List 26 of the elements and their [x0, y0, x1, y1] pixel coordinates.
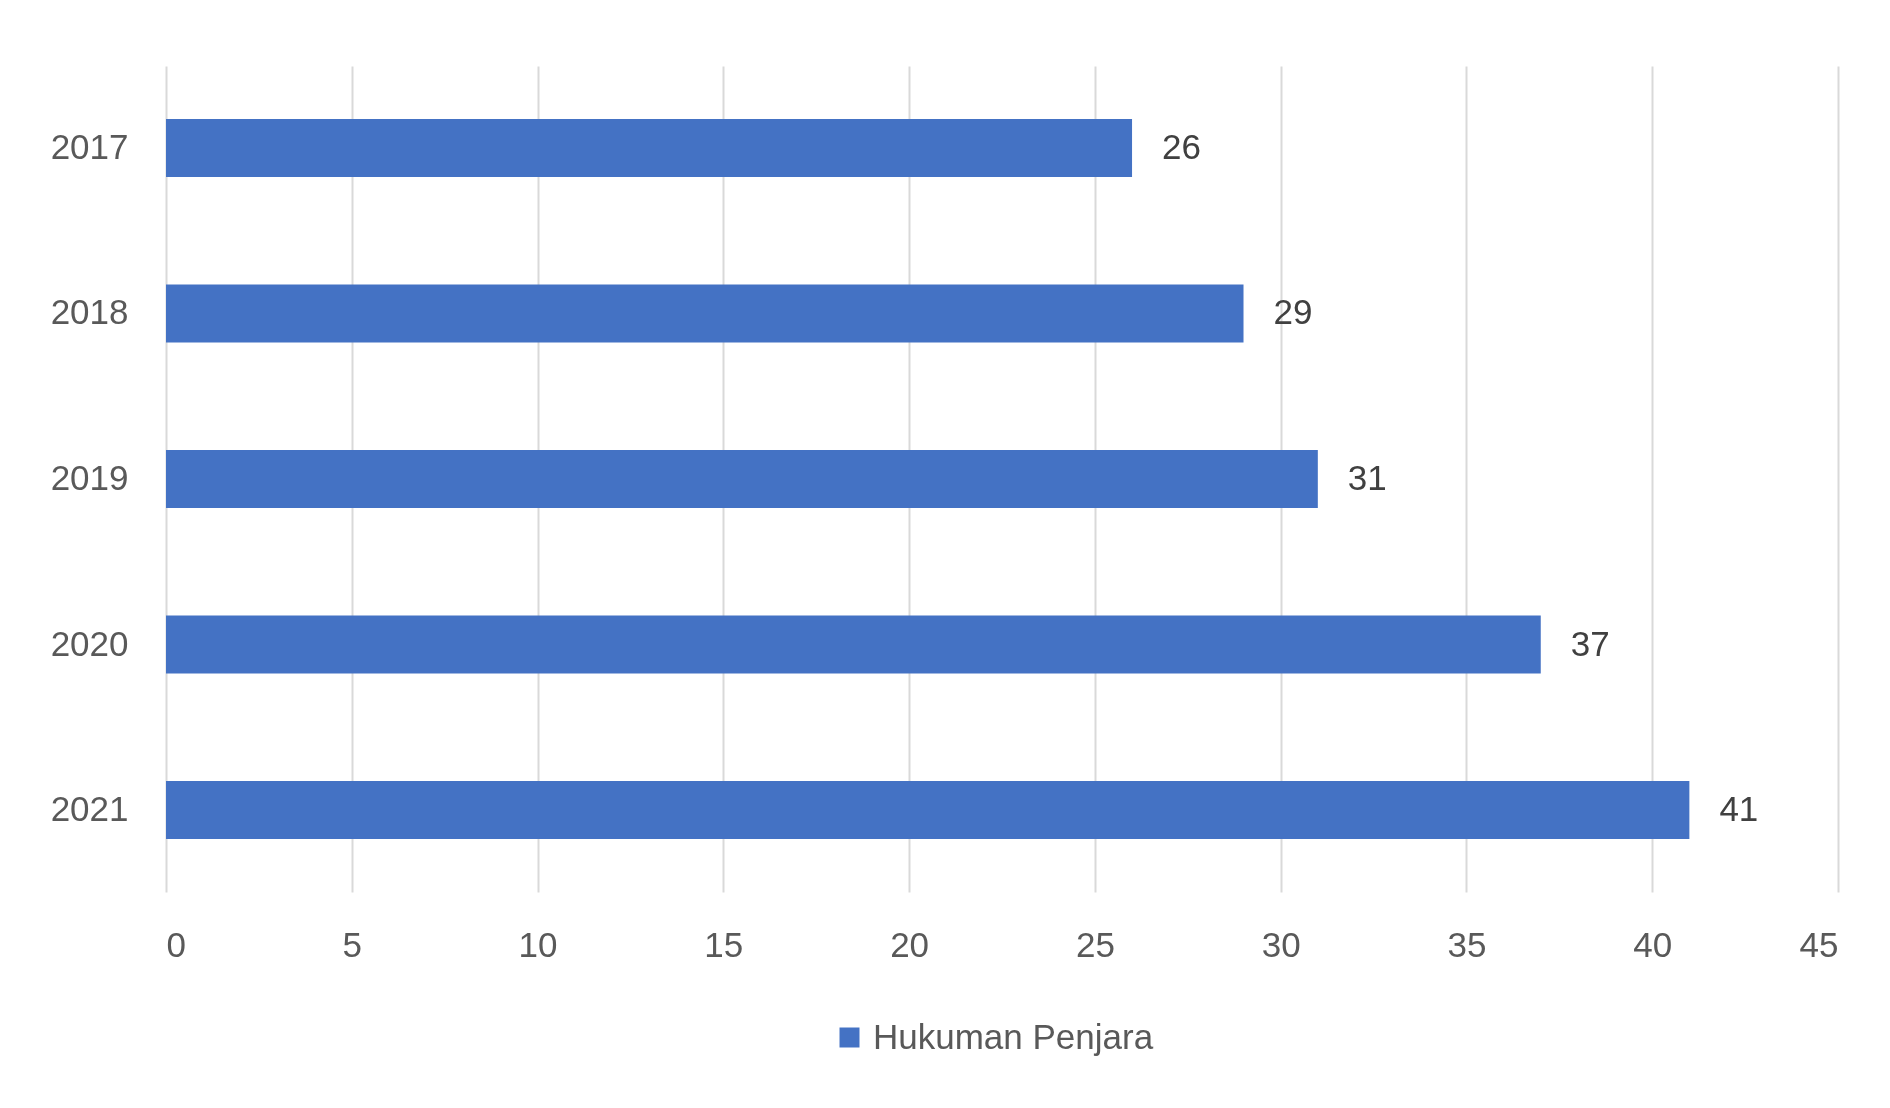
x-tick-label: 45	[1799, 924, 1839, 964]
y-tick-label: 2021	[50, 789, 129, 829]
legend-label: Hukuman Penjara	[873, 1016, 1154, 1056]
data-label: 29	[1273, 292, 1313, 332]
bar	[166, 615, 1541, 674]
data-label: 37	[1570, 623, 1610, 663]
x-tick-label: 15	[704, 924, 744, 964]
data-label: 26	[1162, 126, 1201, 166]
y-tick-label: 2017	[50, 126, 129, 166]
x-tick-label: 25	[1075, 924, 1115, 964]
x-tick-label: 0	[166, 924, 186, 964]
x-tick-label: 35	[1447, 924, 1487, 964]
x-tick-label: 40	[1633, 924, 1673, 964]
data-label: 31	[1347, 458, 1387, 497]
bar	[166, 118, 1133, 177]
x-tick-label: 30	[1261, 924, 1301, 964]
bar	[166, 450, 1318, 508]
x-tick-label: 5	[342, 924, 363, 964]
y-tick-label: 2020	[50, 623, 129, 663]
bar	[166, 284, 1244, 343]
x-tick-label: 20	[890, 924, 930, 964]
bar	[166, 781, 1690, 840]
x-tick-label: 10	[518, 924, 558, 964]
y-tick-label: 2018	[50, 292, 129, 332]
data-label: 41	[1719, 789, 1759, 829]
y-tick-label: 2019	[50, 458, 129, 497]
